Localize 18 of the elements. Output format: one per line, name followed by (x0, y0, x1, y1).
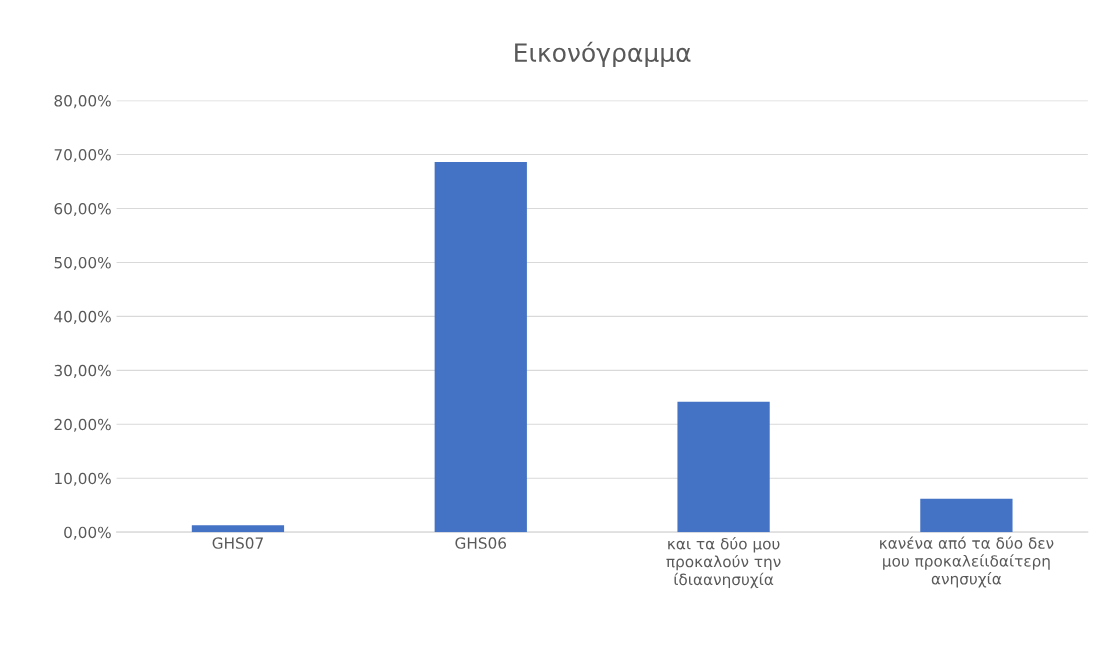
x-tick-label: GHS06 (455, 537, 507, 549)
bar (191, 525, 285, 533)
x-tick-label: GHS07 (212, 537, 263, 549)
y-tick-label: 70,00% (54, 149, 111, 163)
y-tick-label: 50,00% (54, 256, 111, 271)
chart-title: Εικονόγραμμα (515, 41, 691, 67)
y-tick-label: 10,00% (55, 472, 111, 486)
y-tick-label: 80,00% (54, 95, 111, 109)
bar (434, 162, 527, 533)
bar (677, 401, 770, 533)
y-tick-label: 30,00% (54, 364, 111, 378)
y-tick-label: 40,00% (54, 310, 111, 324)
x-tick-label: και τα δύο μου προκαλούν την ίδιαανησυχία (666, 537, 781, 589)
x-tick-label: κανένα από τα δύο δεν μου προκαλείιδαίτερη ανησυχία (880, 536, 1054, 588)
y-tick-label: 60,00% (54, 202, 111, 217)
y-tick-label: 0,00% (64, 526, 111, 540)
bar (920, 498, 1013, 533)
y-tick-label: 20,00% (54, 418, 111, 432)
